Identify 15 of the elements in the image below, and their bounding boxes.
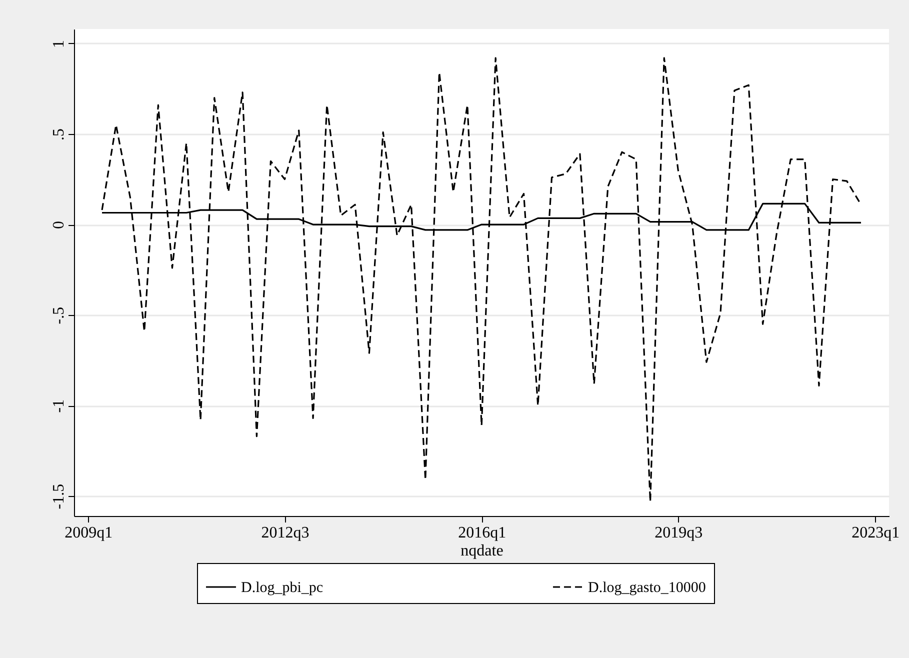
x-tick-label: 2019q3	[654, 524, 703, 542]
y-tick-label: 0	[50, 221, 68, 230]
x-axis-title: nqdate	[460, 542, 504, 560]
x-tick-label: 2009q1	[64, 524, 113, 542]
x-tick-label: 2012q3	[261, 524, 310, 542]
y-tick-label: -1.5	[50, 484, 68, 510]
y-tick-label: -.5	[50, 306, 68, 324]
legend-label: D.log_pbi_pc	[241, 580, 324, 596]
y-tick-label: 1	[50, 40, 68, 48]
y-tick-label: -1	[50, 399, 68, 413]
legend-label: D.log_gasto_10000	[588, 580, 706, 596]
y-tick-label: .5	[50, 128, 68, 141]
x-tick-label: 2016q1	[458, 524, 506, 542]
line-series	[101, 57, 862, 502]
x-tick-label: 2023q1	[852, 524, 900, 542]
